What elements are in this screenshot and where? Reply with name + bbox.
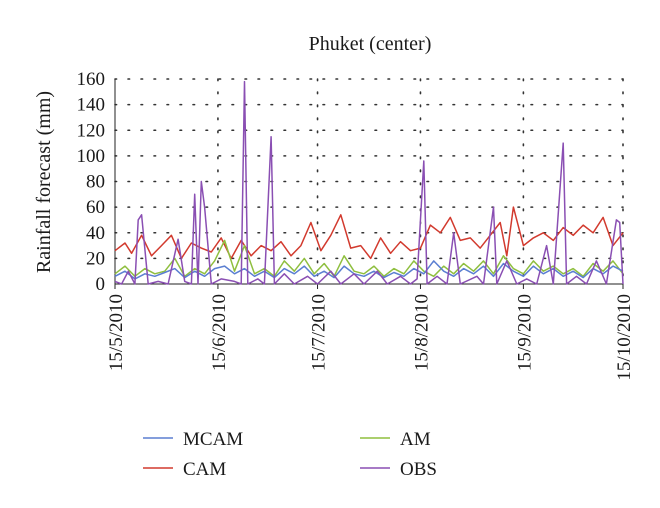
y-tick-label: 160	[77, 69, 106, 90]
y-tick-label: 40	[86, 223, 105, 244]
y-tick-label: 80	[86, 172, 105, 193]
x-tick-label: 15/8/2010	[411, 294, 432, 371]
y-tick-label: 20	[86, 248, 105, 269]
y-tick-label: 120	[77, 120, 106, 141]
y-tick-labels: 0 20 40 60 80 100 120 140 160	[77, 69, 106, 295]
legend-label-mcam: MCAM	[183, 429, 243, 450]
y-tick-label: 140	[77, 95, 106, 116]
legend-label-obs: OBS	[400, 459, 437, 480]
series-lines	[114, 80, 624, 285]
chart-title: Phuket (center)	[309, 33, 432, 55]
y-tick-label: 100	[77, 146, 106, 167]
series-line-mcam	[114, 260, 624, 280]
y-tick-label: 60	[86, 197, 105, 218]
x-tick-label: 15/9/2010	[514, 294, 535, 371]
legend-label-am: AM	[400, 429, 431, 450]
grid-lines	[114, 78, 624, 285]
axes	[114, 79, 624, 289]
y-axis-label: Rainfall forecast (mm)	[33, 91, 55, 273]
legend: MCAM AM CAM OBS	[143, 429, 437, 480]
series-line-obs	[114, 80, 624, 285]
series-line-am	[114, 239, 624, 278]
series-line-cam	[114, 206, 624, 260]
y-tick-label: 0	[96, 274, 106, 295]
x-tick-label: 15/10/2010	[614, 294, 635, 381]
x-tick-label: 15/7/2010	[309, 294, 330, 371]
x-tick-labels: 15/5/2010 15/6/2010 15/7/2010 15/8/2010 15/9…	[106, 294, 635, 381]
x-tick-label: 15/6/2010	[209, 294, 230, 371]
x-tick-label: 15/5/2010	[106, 294, 127, 371]
legend-label-cam: CAM	[183, 459, 226, 480]
